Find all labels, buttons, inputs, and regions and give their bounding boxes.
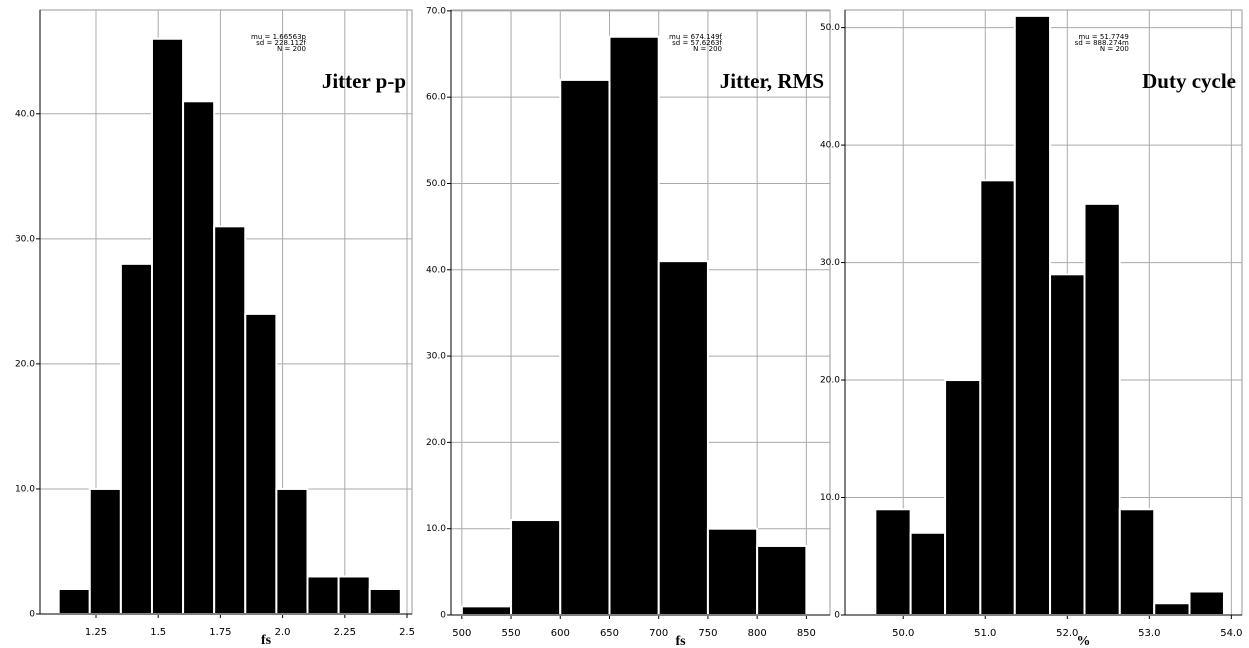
y-tick-label: 10.0 xyxy=(820,493,840,503)
x-tick-label: 2.25 xyxy=(334,627,356,638)
x-axis-label: % xyxy=(1077,634,1091,648)
bar xyxy=(1049,273,1086,616)
y-tick-label: 30.0 xyxy=(426,352,446,362)
x-tick-label: 1.5 xyxy=(150,627,166,638)
bar xyxy=(1013,14,1052,617)
bar xyxy=(368,587,402,615)
y-tick-label: 60.0 xyxy=(426,93,446,103)
stat-note: mu = 1.66563p xyxy=(251,33,307,41)
bar xyxy=(756,544,808,616)
y-tick-label: 30.0 xyxy=(820,258,840,268)
y-tick-label: 0 xyxy=(29,610,35,620)
bar xyxy=(909,531,947,616)
bar xyxy=(337,575,371,616)
bar xyxy=(460,605,513,616)
x-tick-label: 52.0 xyxy=(1056,628,1078,639)
bar xyxy=(275,487,309,615)
bar xyxy=(559,78,611,616)
bar xyxy=(57,587,91,615)
y-tick-label: 0 xyxy=(834,611,840,621)
x-tick-label: 2.0 xyxy=(275,627,291,638)
y-tick-label: 10.0 xyxy=(426,524,446,534)
bar xyxy=(608,35,660,616)
bar xyxy=(1083,202,1121,616)
bar xyxy=(119,262,153,615)
bar xyxy=(244,312,278,615)
bar xyxy=(874,508,912,617)
y-tick-label: 50.0 xyxy=(820,23,840,33)
chart-title: Duty cycle xyxy=(1142,69,1236,93)
x-tick-label: 650 xyxy=(600,628,619,639)
x-tick-label: 54.0 xyxy=(1220,628,1242,639)
bar xyxy=(182,100,216,616)
y-tick-label: 50.0 xyxy=(426,179,446,189)
stat-note: sd = 888.274m xyxy=(1075,39,1129,47)
x-tick-label: 50.0 xyxy=(892,628,914,639)
bar xyxy=(213,225,247,615)
x-tick-label: 500 xyxy=(452,628,471,639)
bar xyxy=(706,527,759,616)
bar xyxy=(1153,602,1191,617)
chart-title: Jitter p-p xyxy=(322,69,406,93)
y-tick-label: 40.0 xyxy=(426,265,446,275)
stat-note: N = 200 xyxy=(1100,45,1129,53)
x-tick-label: 850 xyxy=(797,628,816,639)
stat-note: mu = 674.149f xyxy=(669,33,723,41)
y-tick-label: 40.0 xyxy=(820,141,840,151)
x-tick-label: 1.75 xyxy=(209,627,231,638)
y-tick-label: 20.0 xyxy=(820,376,840,386)
x-tick-label: 1.25 xyxy=(85,627,107,638)
x-axis-label: fs xyxy=(261,633,272,648)
stat-note: sd = 57.6263f xyxy=(672,39,722,47)
y-tick-label: 20.0 xyxy=(15,359,35,369)
y-tick-label: 40.0 xyxy=(15,109,35,119)
x-tick-label: 2.5 xyxy=(399,627,415,638)
y-tick-label: 10.0 xyxy=(15,484,35,494)
y-tick-label: 70.0 xyxy=(426,6,446,16)
x-tick-label: 700 xyxy=(649,628,668,639)
y-tick-label: 0 xyxy=(440,611,446,621)
stat-note: mu = 51.7749 xyxy=(1078,33,1129,41)
y-tick-label: 30.0 xyxy=(15,234,35,244)
stat-note: sd = 228.112f xyxy=(256,39,306,47)
bar xyxy=(150,37,185,616)
stat-note: N = 200 xyxy=(277,45,306,53)
bar xyxy=(979,179,1016,616)
y-tick-label: 20.0 xyxy=(426,438,446,448)
x-tick-label: 53.0 xyxy=(1138,628,1160,639)
x-axis-label: fs xyxy=(675,634,686,648)
x-tick-label: 51.0 xyxy=(974,628,996,639)
bar xyxy=(944,379,982,617)
stat-note: N = 200 xyxy=(693,45,722,53)
x-tick-label: 600 xyxy=(551,628,570,639)
bar xyxy=(1188,590,1225,617)
chart-title: Jitter, RMS xyxy=(720,69,824,93)
bar xyxy=(510,519,562,617)
bar xyxy=(306,575,340,616)
bar xyxy=(1118,508,1156,617)
bar xyxy=(657,260,709,616)
x-tick-label: 800 xyxy=(748,628,767,639)
x-tick-label: 550 xyxy=(502,628,521,639)
x-tick-label: 750 xyxy=(698,628,717,639)
bar xyxy=(88,487,122,615)
